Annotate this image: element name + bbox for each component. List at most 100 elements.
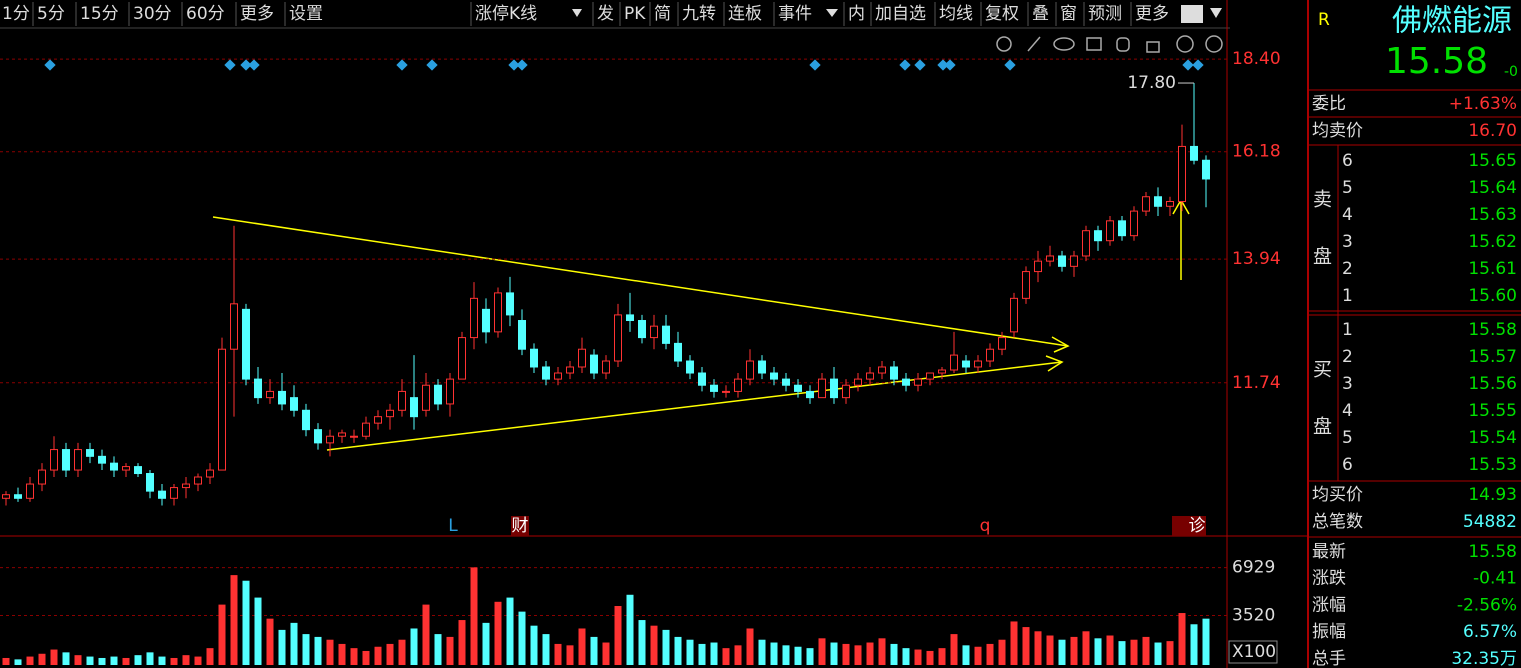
candle-body (194, 476, 202, 485)
volume-bar (422, 604, 430, 665)
volume-bar (374, 646, 382, 665)
event-marker[interactable]: q (980, 516, 991, 536)
candle-body (1178, 145, 1186, 203)
signal-marker (1182, 59, 1194, 71)
candle-body (266, 390, 274, 399)
toolbar-button[interactable]: 均线 (939, 4, 973, 24)
side-label: 买 (1313, 359, 1332, 381)
volume-bar (14, 659, 22, 665)
row-label: 涨跌 (1312, 569, 1346, 589)
candle-body (158, 490, 166, 499)
candle-body (914, 378, 922, 386)
candle-body (26, 483, 34, 499)
row-label: 总手 (1312, 649, 1346, 668)
icon-box[interactable] (1086, 37, 1102, 51)
volume-bar (902, 648, 910, 665)
toolbar-button[interactable]: 简 (654, 4, 671, 24)
volume-bar (1178, 613, 1186, 665)
candle-body (614, 314, 622, 362)
toolbar-button[interactable]: 更多 (240, 4, 274, 24)
toolbar-button[interactable]: PK (624, 4, 646, 24)
volume-bar (578, 628, 586, 665)
icon-settings[interactable] (996, 36, 1012, 52)
event-marker[interactable]: 财 (512, 516, 529, 536)
trend-line (326, 361, 1063, 451)
toolbar-button[interactable]: 30分 (133, 4, 172, 24)
toolbar-button[interactable]: 加自选 (875, 4, 926, 24)
depth-price: 15.62 (1468, 232, 1517, 252)
candle-body (398, 390, 406, 411)
candle-body (1034, 260, 1042, 273)
candle-body (86, 449, 94, 457)
volume-bar (206, 648, 214, 665)
volume-unit: X100 (1232, 642, 1276, 662)
candle-body (110, 462, 118, 471)
candle-body (422, 384, 430, 411)
volume-bar (350, 648, 358, 665)
toolbar-button[interactable]: 预测 (1088, 4, 1122, 24)
side-label: 盘 (1313, 416, 1332, 438)
volume-bar (638, 620, 646, 665)
row-label: 委比 (1312, 94, 1346, 114)
event-marker[interactable]: 诊 (1189, 516, 1206, 536)
volume-bar (1082, 631, 1090, 665)
volume-bar (1106, 635, 1114, 665)
candle-body (122, 466, 130, 471)
dropdown[interactable] (1210, 8, 1222, 18)
icon-zoom-in[interactable] (1176, 35, 1194, 53)
depth-level: 6 (1342, 151, 1353, 171)
volume-bar (182, 655, 190, 665)
dropdown[interactable] (826, 9, 838, 17)
toolbar-button[interactable]: 涨停K线 (475, 4, 537, 24)
volume-bar (230, 575, 238, 665)
icon-pen[interactable] (1027, 36, 1041, 52)
candle-body (206, 469, 214, 478)
volume-bar (458, 620, 466, 665)
volume-bar (806, 648, 814, 665)
candle-body (350, 435, 358, 438)
toolbar-button[interactable]: 60分 (186, 4, 225, 24)
volume-bar (38, 653, 46, 665)
toolbar-button[interactable]: 15分 (80, 4, 119, 24)
toolbar-button[interactable]: 5分 (37, 4, 65, 24)
last-page-button[interactable] (1181, 5, 1203, 23)
icon-hand[interactable] (1116, 37, 1130, 52)
row-value: 54882 (1463, 512, 1517, 532)
candle-body (182, 483, 190, 489)
toolbar-button[interactable]: 发 (597, 4, 614, 24)
volume-bar (386, 643, 394, 665)
row-value: 32.35万 (1451, 649, 1517, 668)
toolbar-button[interactable]: 1分 (2, 4, 30, 24)
toolbar-button[interactable]: 更多 (1135, 4, 1169, 24)
candle-body (674, 342, 682, 362)
toolbar-button[interactable]: 连板 (728, 4, 762, 24)
volume-bar (1118, 641, 1126, 665)
volume-bar (1130, 639, 1138, 665)
candle-body (590, 354, 598, 374)
volume-bar (506, 597, 514, 665)
icon-lock[interactable] (1146, 41, 1160, 53)
candle-body (518, 320, 526, 350)
depth-level: 3 (1342, 374, 1353, 394)
toolbar-button[interactable]: 设置 (289, 4, 323, 24)
candle-body (98, 455, 106, 464)
toolbar-button[interactable]: 九转 (682, 4, 716, 24)
toolbar-icons (572, 5, 1222, 23)
event-marker[interactable]: L (448, 516, 458, 536)
candle-body (218, 348, 226, 471)
row-label: 涨幅 (1312, 595, 1346, 615)
icon-eye[interactable] (1053, 37, 1075, 51)
toolbar-button[interactable]: 窗 (1060, 4, 1077, 24)
volume-bar (470, 567, 478, 665)
toolbar-button[interactable]: 叠 (1032, 4, 1049, 24)
candle-body (74, 449, 82, 471)
volume-bar (554, 643, 562, 665)
toolbar-button[interactable]: 复权 (985, 4, 1019, 24)
row-label: 均买价 (1312, 485, 1363, 505)
icon-zoom-out[interactable] (1205, 35, 1223, 53)
dropdown[interactable] (572, 9, 582, 17)
toolbar-button[interactable]: 内 (848, 4, 865, 24)
chart-tools[interactable] (996, 35, 1223, 53)
toolbar-button[interactable]: 事件 (778, 4, 812, 24)
